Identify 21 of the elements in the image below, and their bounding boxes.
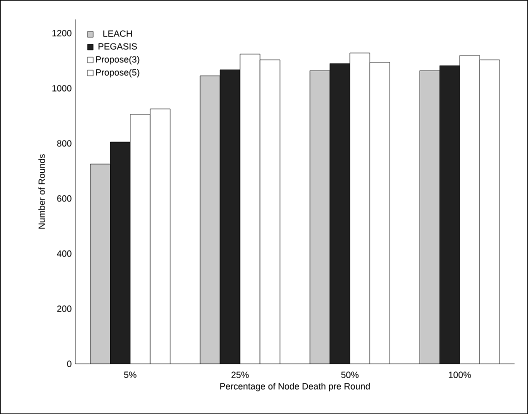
x-axis-title: Percentage of Node Death pre Round: [220, 382, 370, 392]
y-tick-label: 200: [57, 305, 72, 312]
legend-label: Propose(5): [96, 68, 140, 78]
y-tick-label: 800: [57, 140, 72, 146]
bar: [200, 76, 220, 364]
legend-label: PEGASIS: [98, 43, 137, 50]
x-tick-label: 5%: [124, 372, 136, 378]
x-tick-label: 100%: [448, 372, 471, 378]
y-axis-title: Number of Rounds: [38, 154, 45, 229]
bar: [90, 164, 110, 364]
y-tick-label: 1000: [52, 85, 72, 92]
bar: [310, 70, 330, 364]
y-tick-label: 1200: [52, 30, 72, 36]
x-tick-label: 25%: [232, 372, 249, 378]
y-tick-label: 400: [56, 250, 72, 257]
y-tick-label: 0: [67, 360, 72, 367]
legend-label: Propose(3): [96, 56, 140, 64]
y-tick-label: 600: [57, 195, 72, 202]
legend-label: LEACH: [103, 30, 132, 37]
x-tick-label: 50%: [341, 372, 359, 378]
bar: [420, 70, 440, 364]
